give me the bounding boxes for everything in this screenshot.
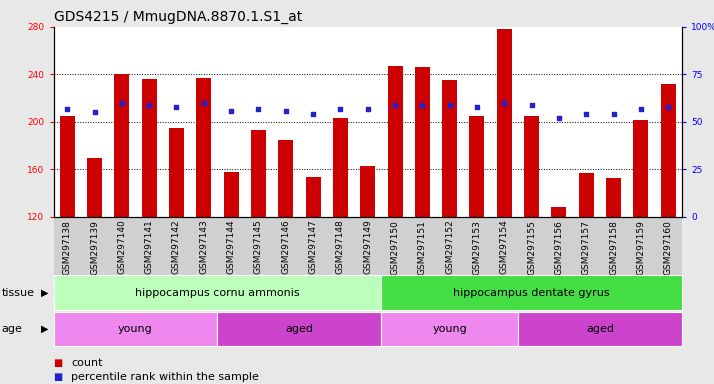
Bar xyxy=(415,67,430,217)
Bar xyxy=(223,172,238,217)
Point xyxy=(280,108,291,114)
Point xyxy=(362,106,373,112)
Text: percentile rank within the sample: percentile rank within the sample xyxy=(71,372,259,382)
Text: ■: ■ xyxy=(54,358,63,368)
Point xyxy=(116,100,128,106)
Bar xyxy=(60,116,75,217)
Bar xyxy=(660,84,675,217)
Bar xyxy=(141,79,156,217)
Bar xyxy=(333,118,348,217)
Point xyxy=(335,106,346,112)
Bar xyxy=(169,128,184,217)
Bar xyxy=(114,74,129,217)
Point xyxy=(253,106,264,112)
Text: ■: ■ xyxy=(54,372,63,382)
Bar xyxy=(470,116,485,217)
Text: GDS4215 / MmugDNA.8870.1.S1_at: GDS4215 / MmugDNA.8870.1.S1_at xyxy=(54,10,302,23)
Point xyxy=(389,102,401,108)
Point xyxy=(526,102,538,108)
Bar xyxy=(633,119,648,217)
Bar xyxy=(360,166,376,217)
Text: young: young xyxy=(432,324,467,334)
Text: aged: aged xyxy=(286,324,313,334)
Bar xyxy=(497,29,512,217)
Text: ▶: ▶ xyxy=(41,288,48,298)
Point xyxy=(61,106,73,112)
Bar xyxy=(251,130,266,217)
Point xyxy=(663,104,674,110)
Bar xyxy=(87,157,102,217)
Point xyxy=(89,109,100,116)
Point xyxy=(444,102,456,108)
Text: aged: aged xyxy=(586,324,614,334)
Text: age: age xyxy=(1,324,22,334)
Point xyxy=(144,102,155,108)
Point xyxy=(553,115,565,121)
Point xyxy=(471,104,483,110)
Text: young: young xyxy=(118,324,153,334)
Point xyxy=(171,104,182,110)
Point xyxy=(635,106,647,112)
Point xyxy=(608,111,619,118)
Point xyxy=(307,111,318,118)
Bar xyxy=(524,116,539,217)
Bar xyxy=(196,78,211,217)
Bar xyxy=(278,140,293,217)
Text: count: count xyxy=(71,358,103,368)
Text: hippocampus dentate gyrus: hippocampus dentate gyrus xyxy=(453,288,610,298)
Point xyxy=(198,100,209,106)
Bar xyxy=(579,173,594,217)
Point xyxy=(498,100,510,106)
Text: hippocampus cornu ammonis: hippocampus cornu ammonis xyxy=(135,288,300,298)
Bar xyxy=(551,207,566,217)
Text: ▶: ▶ xyxy=(41,324,48,334)
Point xyxy=(417,102,428,108)
Bar xyxy=(388,66,403,217)
Bar xyxy=(606,178,621,217)
Point xyxy=(226,108,237,114)
Bar xyxy=(306,177,321,217)
Point xyxy=(580,111,592,118)
Bar xyxy=(442,80,457,217)
Text: tissue: tissue xyxy=(1,288,34,298)
